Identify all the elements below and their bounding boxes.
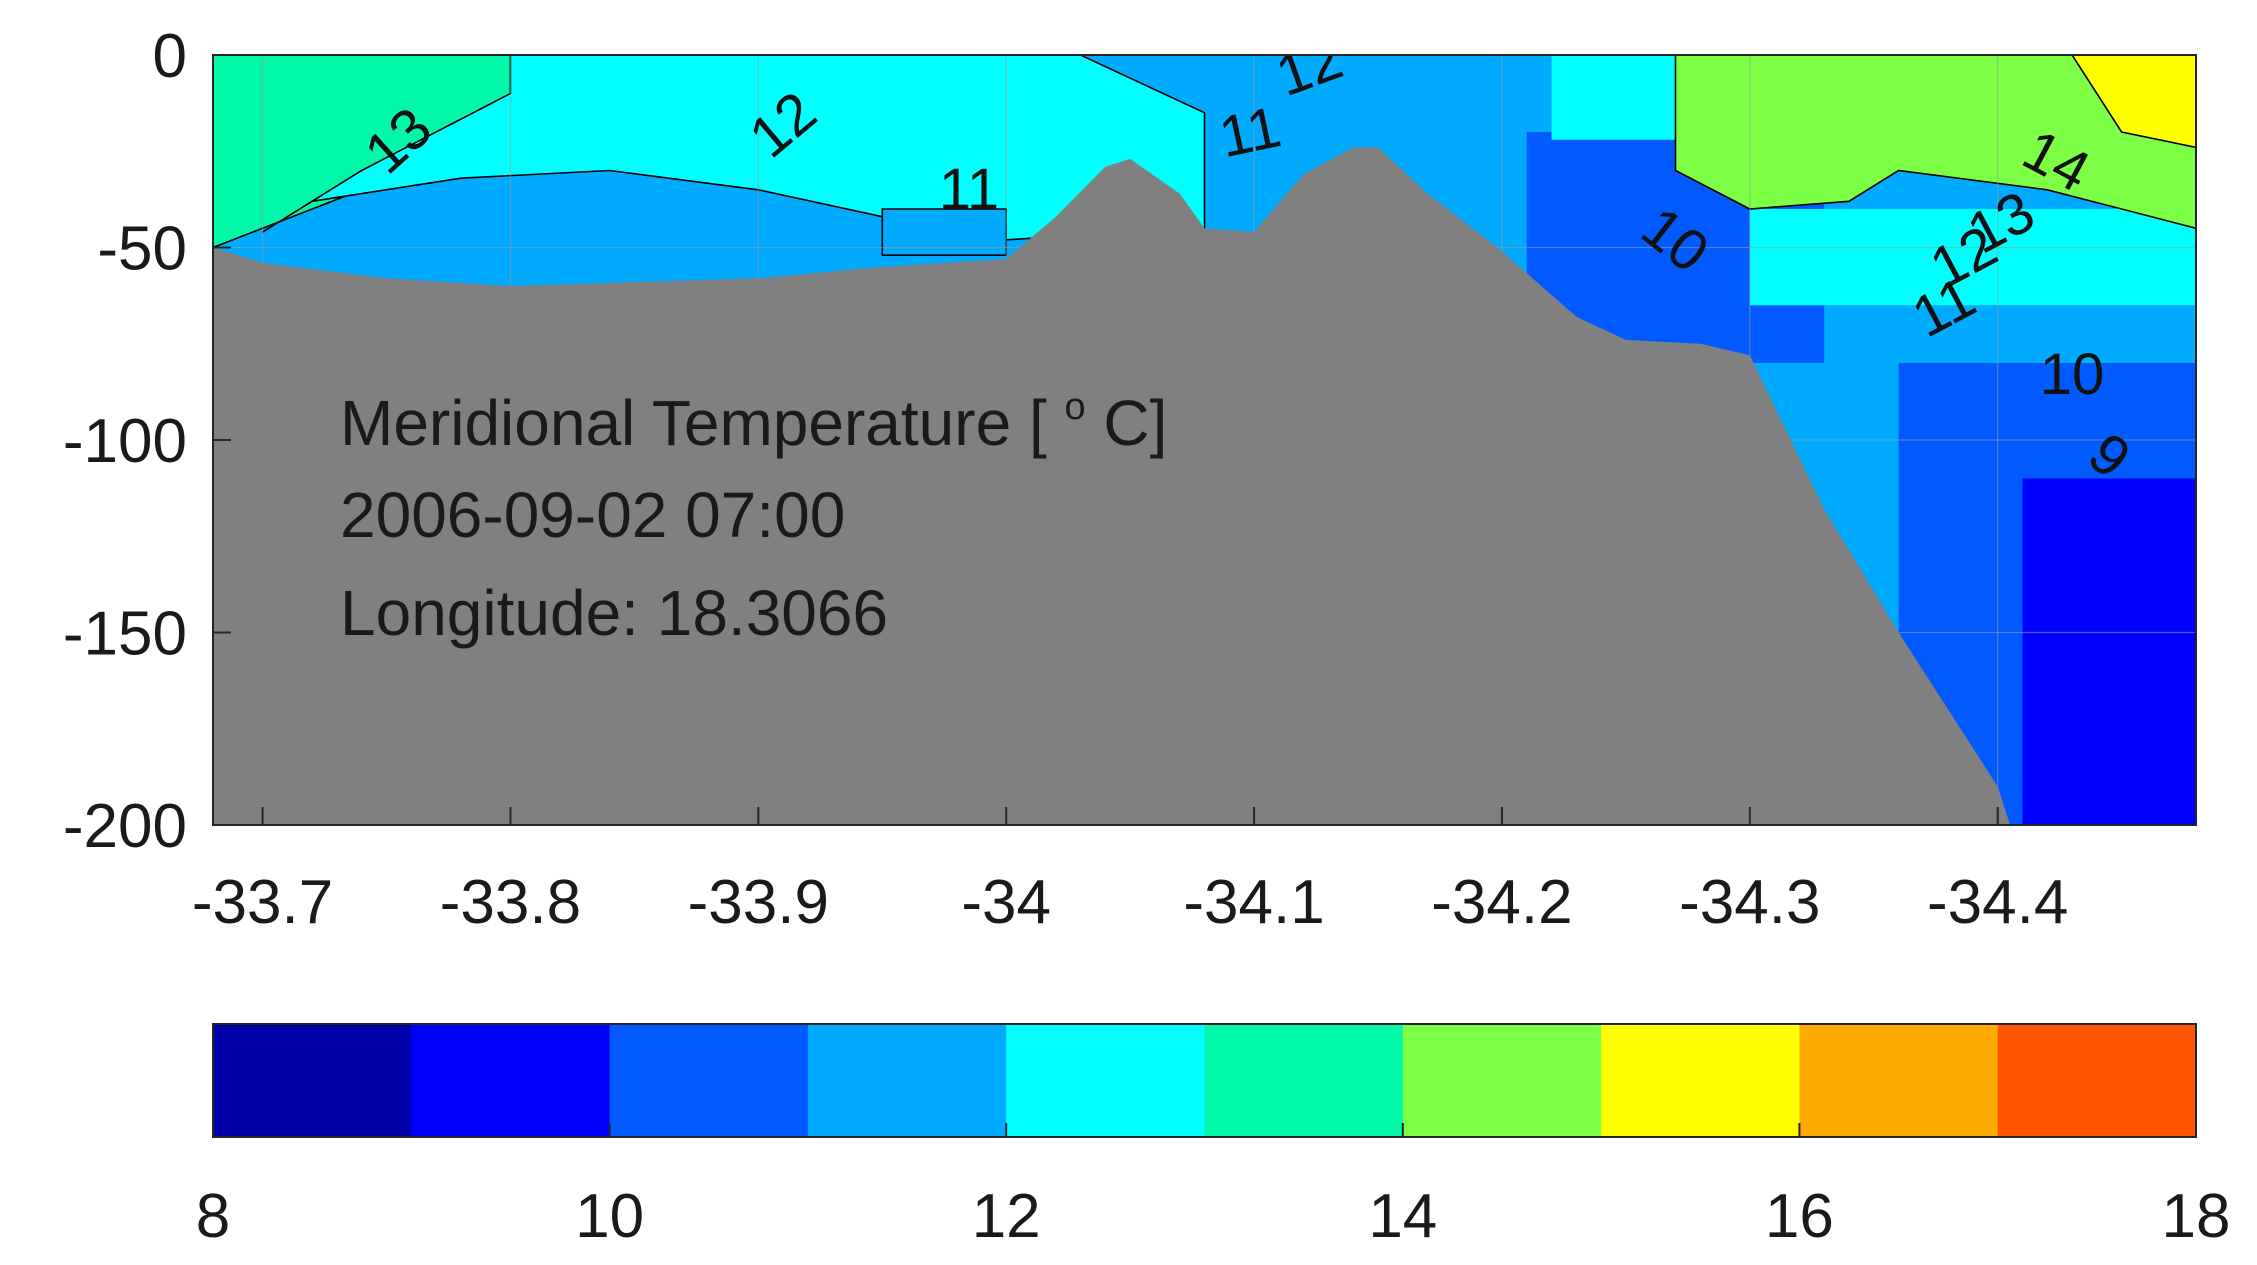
colorbar-cell: [1997, 1024, 2197, 1137]
contour-label: 11: [939, 157, 999, 222]
band-13-east: [1749, 209, 2196, 306]
temperature-region-12: [262, 55, 1206, 241]
plot-annotation-title: Meridional Temperature [ o C]: [340, 386, 1167, 459]
colorbar-tick-label: 16: [1765, 1182, 1834, 1251]
colorbar-cell: [213, 1024, 412, 1137]
contour-label: 10: [2040, 342, 2105, 407]
plot-annotation-longitude: Longitude: 18.3066: [340, 577, 888, 649]
colorbar-frame: [212, 1023, 2197, 1138]
colorbar-cells: [213, 1024, 2197, 1137]
x-tick-label: -34: [961, 868, 1051, 937]
colorbar-tick-label: 18: [2162, 1182, 2231, 1251]
plot-annotation-date: 2006-09-02 07:00: [340, 479, 845, 551]
temperature-regions: [213, 55, 2196, 256]
colorbar-cell: [1799, 1024, 1999, 1137]
colorbar-cell: [1006, 1024, 1205, 1137]
x-tick-label: -34.3: [1679, 868, 1820, 937]
annotation-unit-text: C]: [1086, 387, 1168, 459]
band-9: [2022, 478, 2196, 825]
colorbar-cell: [1204, 1024, 1404, 1137]
colorbar-tick-label: 10: [575, 1182, 644, 1251]
x-tick-label: -34.4: [1927, 868, 2068, 937]
contour-label: 11: [1214, 94, 1286, 170]
colorbar: 8 10 12 14 16 18: [196, 1023, 2231, 1251]
temperature-region-14: [1674, 55, 2196, 230]
y-axis-ticks: 0 -50 -100 -150 -200: [63, 22, 231, 861]
band-12-upper: [1551, 55, 1676, 140]
colorbar-tick-label: 12: [972, 1182, 1041, 1251]
colorbar-cell: [609, 1024, 809, 1137]
colorbar-ticks: 8 10 12 14 16 18: [196, 1123, 2231, 1251]
colorbar-cell: [807, 1024, 1007, 1137]
y-tick-label: -100: [63, 407, 187, 476]
x-tick-label: -33.8: [440, 868, 581, 937]
bathymetry-land: [213, 147, 2196, 825]
temperature-region-15: [2071, 55, 2196, 149]
x-tick-label: -34.1: [1183, 868, 1324, 937]
x-axis-ticks: -33.7 -33.8 -33.9 -34 -34.1 -34.2 -34.3 -34.4: [192, 807, 2068, 937]
annotation-degree-symbol: o: [1065, 386, 1086, 428]
colorbar-tick-label: 14: [1368, 1182, 1437, 1251]
x-tick-label: -33.7: [192, 868, 333, 937]
colorbar-cell: [411, 1024, 611, 1137]
annotation-title-text: Meridional Temperature [: [340, 387, 1065, 459]
x-tick-label: -34.2: [1431, 868, 1572, 937]
x-tick-label: -33.9: [688, 868, 829, 937]
colorbar-cell: [1601, 1024, 1800, 1137]
colorbar-cell: [1402, 1024, 1602, 1137]
colorbar-tick-label: 8: [196, 1182, 230, 1251]
y-tick-label: -150: [63, 600, 187, 669]
y-tick-label: -50: [97, 215, 187, 284]
y-tick-label: -200: [63, 792, 187, 861]
y-tick-label: 0: [153, 22, 187, 91]
